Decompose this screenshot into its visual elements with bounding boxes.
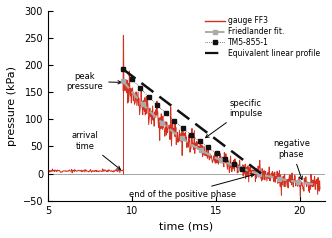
Legend: gauge FF3, Friedlander fit., TM5-855-1, Equivalent linear profile: gauge FF3, Friedlander fit., TM5-855-1, … bbox=[204, 15, 321, 60]
Text: negative
phase: negative phase bbox=[273, 139, 310, 180]
Text: specific
impulse: specific impulse bbox=[206, 99, 263, 138]
Text: end of the positive phase: end of the positive phase bbox=[129, 174, 254, 199]
Y-axis label: pressure (kPa): pressure (kPa) bbox=[7, 66, 17, 146]
Text: arrival
time: arrival time bbox=[71, 131, 121, 169]
X-axis label: time (ms): time (ms) bbox=[159, 221, 213, 231]
Text: peak
pressure: peak pressure bbox=[66, 72, 121, 91]
